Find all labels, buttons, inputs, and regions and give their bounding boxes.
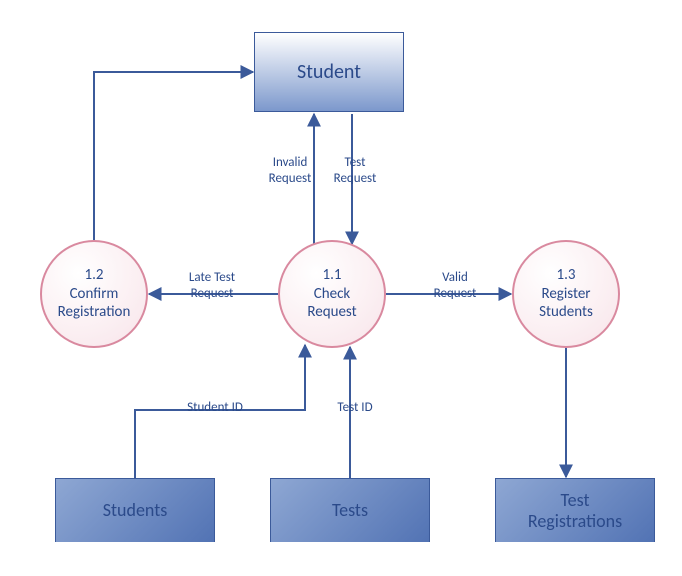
- process-1-2-l1: Confirm: [58, 285, 131, 304]
- label-valid-l1: Valid: [420, 270, 490, 286]
- process-1-1-l2: Request: [307, 303, 356, 322]
- datastore-students-label: Students: [103, 500, 168, 521]
- label-studid: Student ID: [187, 400, 243, 415]
- label-student-id: Student ID: [170, 400, 260, 416]
- process-1-2-id: 1.2: [58, 266, 131, 285]
- process-1-3: 1.3 Register Students: [512, 240, 620, 348]
- entity-student: Student: [254, 32, 404, 112]
- label-late-l2: Request: [172, 286, 252, 302]
- label-test-id: Test ID: [320, 400, 390, 416]
- label-valid-l2: Request: [420, 286, 490, 302]
- process-1-3-l2: Students: [539, 303, 593, 322]
- process-1-3-id: 1.3: [539, 266, 593, 285]
- datastore-tests-label: Tests: [332, 500, 368, 521]
- label-testid: Test ID: [337, 400, 372, 415]
- datastore-testregs-l2: Registrations: [528, 511, 622, 532]
- label-valid-request: Valid Request: [420, 270, 490, 301]
- process-1-1-l1: Check: [307, 285, 356, 304]
- label-testreq-l2: Request: [320, 171, 390, 187]
- label-late-test-request: Late Test Request: [172, 270, 252, 301]
- datastore-students: Students: [55, 478, 215, 542]
- label-invalid-l2: Request: [260, 171, 320, 187]
- edge-p12-student: [94, 72, 253, 240]
- datastore-tests: Tests: [270, 478, 430, 542]
- label-late-l1: Late Test: [172, 270, 252, 286]
- process-1-2: 1.2 Confirm Registration: [40, 240, 148, 348]
- label-invalid-request: Invalid Request: [260, 155, 320, 186]
- process-1-1: 1.1 Check Request: [278, 240, 386, 348]
- label-testreq-l1: Test: [320, 155, 390, 171]
- label-test-request: Test Request: [320, 155, 390, 186]
- process-1-1-id: 1.1: [307, 266, 356, 285]
- entity-student-label: Student: [297, 61, 361, 84]
- datastore-testregs-l1: Test: [528, 490, 622, 511]
- diagram-canvas: Student 1.2 Confirm Registration 1.1 Che…: [0, 0, 682, 576]
- datastore-testregs: Test Registrations: [495, 478, 655, 542]
- process-1-3-l1: Register: [539, 285, 593, 304]
- label-invalid-l1: Invalid: [260, 155, 320, 171]
- process-1-2-l2: Registration: [58, 303, 131, 322]
